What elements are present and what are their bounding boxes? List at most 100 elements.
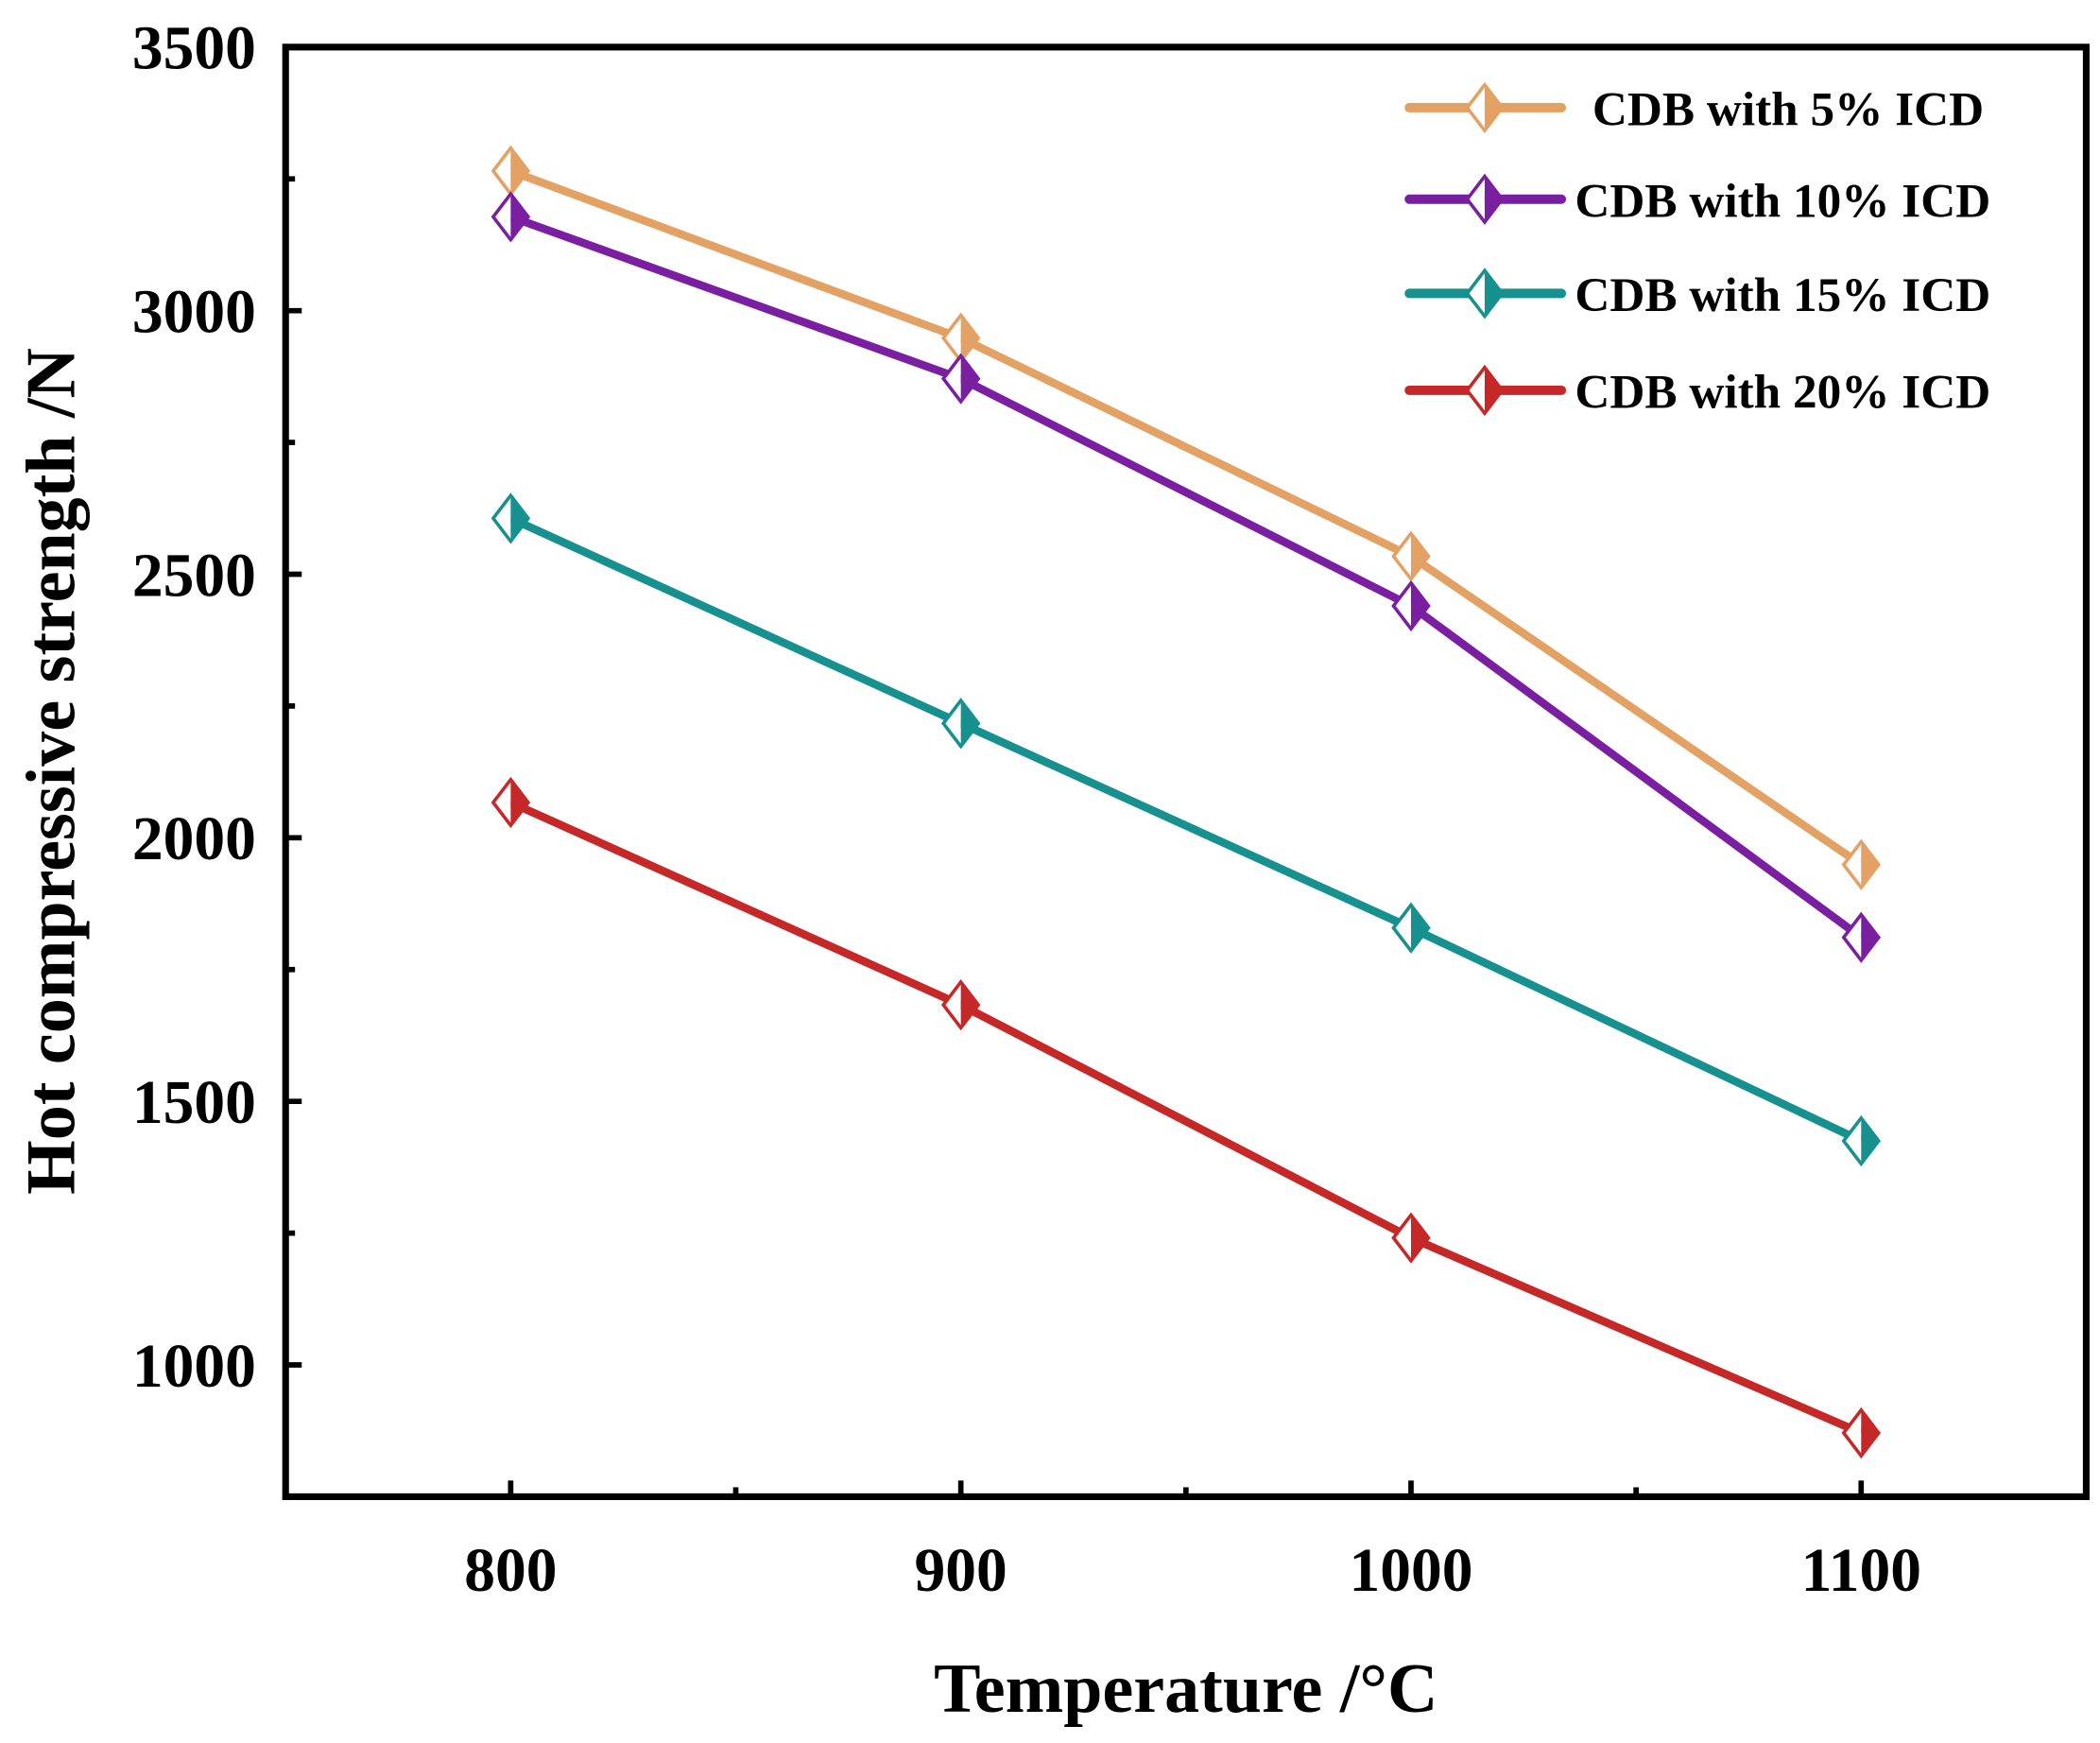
- series-line: [508, 166, 1864, 869]
- legend-item: CDB with 10% ICD: [1404, 173, 1990, 228]
- data-point-marker: [491, 191, 531, 243]
- x-tick-label: 1100: [1801, 1537, 1921, 1605]
- legend-item: CDB with 15% ICD: [1404, 267, 1990, 322]
- marker-right-half: [1484, 176, 1503, 222]
- marker-left-half: [1467, 270, 1485, 317]
- marker-outline: [1465, 173, 1505, 225]
- marker-left-half: [492, 194, 511, 240]
- marker-outline: [1841, 838, 1882, 890]
- marker-right-half: [1484, 367, 1503, 414]
- marker-right-half: [1484, 84, 1503, 131]
- legend-marker: [1465, 267, 1505, 319]
- data-point-marker: [1841, 838, 1882, 890]
- x-tick-label: 1000: [1349, 1537, 1472, 1605]
- marker-right-half: [510, 147, 528, 195]
- legend-item: CDB with 5% ICD: [1404, 81, 1984, 136]
- series-4: [491, 776, 1882, 1459]
- data-point-marker: [1841, 1114, 1882, 1167]
- plot-frame: [282, 43, 2090, 1500]
- marker-outline: [1841, 1114, 1882, 1167]
- legend: CDB with 5% ICD CDB with 10% ICD CDB with …: [1404, 81, 1990, 419]
- data-point-marker: [1391, 530, 1431, 582]
- marker-outline: [940, 978, 981, 1031]
- marker-right-half: [510, 194, 528, 240]
- marker-right-half: [1861, 841, 1879, 888]
- y-tick-label: 1000: [132, 1333, 256, 1401]
- marker-right-half: [1861, 914, 1879, 960]
- marker-left-half: [1843, 841, 1862, 888]
- marker-outline: [491, 191, 531, 243]
- marker-left-half: [1467, 84, 1485, 131]
- x-tick-label: 900: [915, 1537, 1007, 1605]
- marker-outline: [1465, 267, 1505, 319]
- marker-left-half: [1393, 1215, 1411, 1261]
- marker-outline: [940, 698, 981, 750]
- marker-left-half: [1393, 582, 1411, 630]
- marker-outline: [1841, 1406, 1882, 1459]
- data-point-marker: [1391, 1212, 1431, 1264]
- marker-outline: [1391, 579, 1431, 632]
- marker-right-half: [1410, 905, 1429, 951]
- marker-right-half: [510, 495, 528, 542]
- legend-marker: [1465, 364, 1505, 417]
- marker-right-half: [1484, 270, 1503, 317]
- marker-right-half: [1410, 582, 1429, 630]
- y-tick-label: 2000: [132, 805, 256, 873]
- marker-right-half: [1410, 1215, 1429, 1261]
- marker-outline: [1465, 81, 1505, 134]
- legend-marker: [1465, 173, 1505, 225]
- series-line: [508, 514, 1864, 1145]
- marker-right-half: [960, 355, 979, 402]
- data-point-marker: [491, 492, 531, 544]
- marker-left-half: [1843, 1117, 1862, 1165]
- data-point-marker: [1841, 911, 1882, 963]
- marker-right-half: [960, 315, 979, 361]
- data-point-marker: [1841, 1406, 1882, 1459]
- data-point-marker: [940, 353, 981, 405]
- marker-outline: [1391, 1212, 1431, 1264]
- marker-outline: [1391, 902, 1431, 954]
- x-tick-label: 800: [464, 1537, 557, 1605]
- legend-item: CDB with 20% ICD: [1404, 364, 1990, 419]
- axis-ticks: 800 900 1000 1100 1000 1500 2000 2500 3000 3500: [132, 15, 1921, 1605]
- marker-outline: [940, 353, 981, 405]
- marker-right-half: [1861, 1409, 1879, 1457]
- marker-right-half: [1410, 533, 1429, 579]
- legend-label: CDB with 15% ICD: [1575, 268, 1990, 322]
- marker-outline: [1391, 530, 1431, 582]
- plot-marks: [491, 145, 1882, 1459]
- marker-left-half: [943, 700, 961, 747]
- marker-outline: [1465, 364, 1505, 417]
- marker-left-half: [492, 495, 511, 542]
- marker-left-half: [943, 315, 961, 361]
- marker-left-half: [1843, 914, 1862, 960]
- marker-left-half: [1843, 1409, 1862, 1457]
- y-axis-label: Hot compressive strength /N: [13, 348, 91, 1195]
- series-line: [508, 213, 1864, 941]
- marker-right-half: [1861, 1117, 1879, 1165]
- y-tick-label: 3000: [132, 278, 256, 346]
- marker-left-half: [1467, 367, 1485, 414]
- marker-left-half: [943, 355, 961, 402]
- marker-outline: [491, 492, 531, 544]
- data-point-marker: [1391, 902, 1431, 954]
- marker-left-half: [943, 981, 961, 1028]
- marker-outline: [1841, 911, 1882, 963]
- marker-right-half: [510, 779, 528, 826]
- marker-left-half: [1393, 905, 1411, 951]
- marker-right-half: [960, 700, 979, 747]
- marker-left-half: [1467, 176, 1485, 222]
- y-tick-label: 2500: [132, 542, 256, 610]
- marker-left-half: [492, 147, 511, 195]
- marker-left-half: [1393, 533, 1411, 579]
- data-point-marker: [491, 145, 531, 198]
- series-2: [491, 191, 1882, 963]
- data-point-marker: [940, 978, 981, 1031]
- data-point-marker: [1391, 579, 1431, 632]
- legend-label: CDB with 5% ICD: [1592, 82, 1984, 136]
- series-3: [491, 492, 1882, 1167]
- data-point-marker: [940, 698, 981, 750]
- legend-marker: [1465, 81, 1505, 134]
- marker-left-half: [492, 779, 511, 826]
